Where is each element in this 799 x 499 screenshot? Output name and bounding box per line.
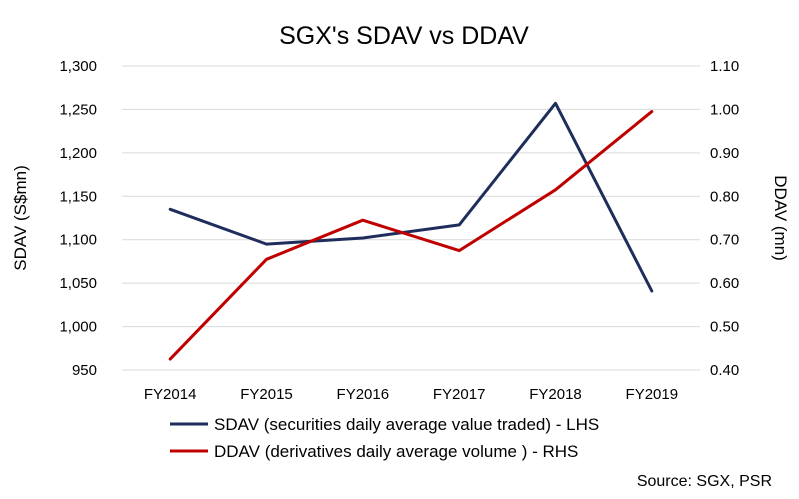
right-tick-label: 0.60 <box>710 275 739 292</box>
left-tick-label: 1,200 <box>59 145 97 162</box>
right-tick-label: 0.40 <box>710 362 739 379</box>
legend-label-ddav: DDAV (derivatives daily average volume )… <box>214 442 578 461</box>
x-tick-label: FY2019 <box>626 386 679 403</box>
x-axis-ticks: FY2014 FY2015 FY2016 FY2017 FY2018 FY2019 <box>144 386 678 403</box>
chart-title: SGX's SDAV vs DDAV <box>279 22 529 50</box>
left-tick-label: 1,000 <box>59 319 97 336</box>
legend: SDAV (securities daily average value tra… <box>170 415 599 461</box>
right-tick-label: 0.70 <box>710 232 739 249</box>
left-tick-label: 1,100 <box>59 232 97 249</box>
x-tick-label: FY2014 <box>144 386 197 403</box>
series-line-ddav <box>168 110 654 361</box>
source-note: Source: SGX, PSR <box>637 473 772 490</box>
series-lines <box>168 101 654 361</box>
right-tick-label: 0.90 <box>710 145 739 162</box>
right-tick-label: 0.80 <box>710 188 739 205</box>
x-tick-label: FY2016 <box>337 386 390 403</box>
right-axis-label: DDAV (mn) <box>771 175 790 261</box>
left-axis-ticks: 950 1,000 1,050 1,100 1,150 1,200 1,250 1,300 <box>59 58 97 379</box>
gridlines <box>122 65 700 371</box>
legend-label-sdav: SDAV (securities daily average value tra… <box>214 415 599 434</box>
series-line-sdav <box>168 101 654 293</box>
right-tick-label: 1.00 <box>710 101 739 118</box>
left-tick-label: 950 <box>72 362 97 379</box>
left-tick-label: 1,250 <box>59 101 97 118</box>
left-tick-label: 1,300 <box>59 58 97 75</box>
right-tick-label: 0.50 <box>710 319 739 336</box>
left-tick-label: 1,050 <box>59 275 97 292</box>
x-tick-label: FY2017 <box>433 386 486 403</box>
x-tick-label: FY2015 <box>240 386 293 403</box>
x-tick-label: FY2018 <box>529 386 582 403</box>
right-axis-ticks: 0.40 0.50 0.60 0.70 0.80 0.90 1.00 1.10 <box>710 58 739 379</box>
right-tick-label: 1.10 <box>710 58 739 75</box>
left-axis-label: SDAV (S$mn) <box>11 165 30 271</box>
left-tick-label: 1,150 <box>59 188 97 205</box>
